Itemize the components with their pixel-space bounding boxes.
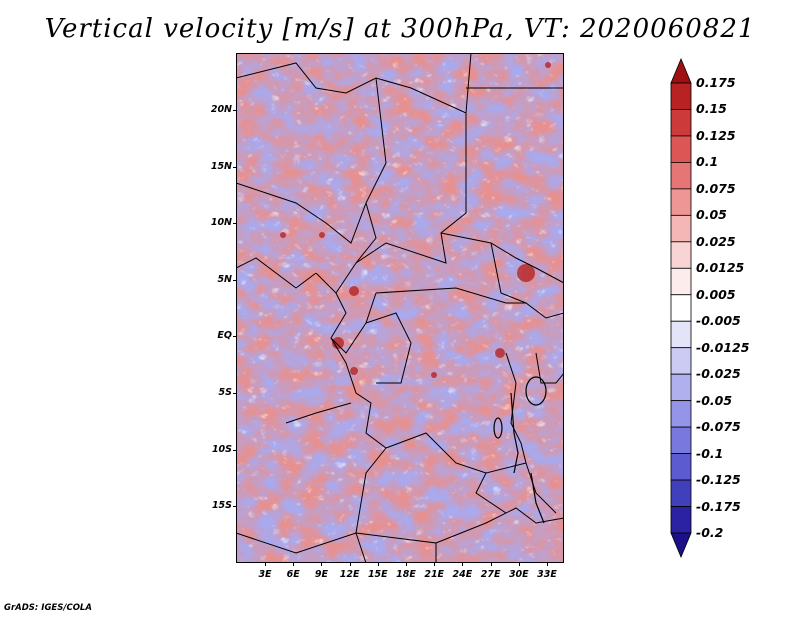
colorbar-label: 0.025 — [696, 233, 736, 249]
lon-tick — [518, 563, 520, 566]
lat-label: 10N — [210, 217, 232, 229]
lon-label: 6E — [286, 569, 300, 580]
colorbar-label: -0.075 — [696, 419, 741, 435]
colorbar-label: -0.175 — [696, 498, 741, 514]
colorbar-label: -0.005 — [696, 313, 741, 329]
colorbar-label: 0.075 — [696, 180, 736, 196]
lon-tick — [349, 563, 351, 566]
colorbar-box — [670, 82, 692, 110]
lon-label: 3E — [258, 569, 272, 580]
colorbar-box — [670, 162, 692, 190]
lat-tick — [233, 279, 236, 281]
lon-tick — [293, 563, 295, 566]
lon-label: 21E — [424, 569, 445, 580]
lon-tick — [547, 563, 548, 566]
colorbar-box — [670, 241, 692, 269]
colorbar-box — [670, 109, 692, 137]
lon-label: 18E — [396, 569, 416, 580]
colorbar-box — [670, 294, 692, 322]
country-borders — [236, 53, 564, 563]
lakes — [493, 376, 547, 524]
grads-credit: GrADS: IGES/COLA — [4, 603, 92, 613]
colorbar-box — [670, 214, 692, 243]
lon-label: 30E — [508, 569, 529, 580]
lat-label: 5N — [217, 273, 232, 285]
lon-label: 33E — [537, 569, 557, 580]
strong-updraft-cells — [280, 62, 551, 378]
colorbar-label: -0.0125 — [696, 339, 750, 355]
lat-label: 15N — [210, 160, 232, 172]
colorbar-label: -0.125 — [696, 472, 741, 488]
colorbar-box — [670, 320, 692, 349]
colorbar-label: 0.0125 — [696, 260, 745, 276]
lon-label: 27E — [480, 569, 501, 580]
lat-tick — [233, 110, 236, 111]
lat-tick — [233, 223, 236, 225]
map-panel — [236, 53, 564, 563]
colorbar-label: 0.05 — [696, 207, 727, 223]
colorbar-label: -0.2 — [696, 525, 724, 540]
colorbar-label: 0.125 — [696, 127, 736, 143]
colorbar-box — [670, 453, 692, 481]
colorbar-box — [670, 426, 692, 454]
colorbar-label: -0.1 — [696, 445, 724, 461]
colorbar-bottom-arrow — [670, 532, 692, 558]
lon-label: 24E — [452, 569, 473, 580]
colorbar-label: 0.1 — [696, 154, 719, 170]
colorbar — [670, 58, 692, 558]
map-frame — [236, 53, 564, 563]
lat-label: EQ — [217, 330, 232, 342]
lat-tick — [233, 449, 236, 451]
colorbar-top-arrow — [670, 58, 692, 84]
lat-label: 15S — [211, 500, 232, 512]
chart-title: Vertical velocity [m/s] at 300hPa, VT: 2… — [44, 14, 756, 44]
lat-tick — [233, 506, 236, 508]
colorbar-box — [670, 267, 692, 296]
lat-tick — [233, 336, 236, 338]
colorbar-box — [670, 135, 692, 163]
lat-label: 5S — [218, 387, 232, 398]
lon-tick — [265, 563, 266, 566]
colorbar-label: 0.005 — [696, 286, 736, 302]
colorbar-box — [670, 347, 692, 375]
lon-label: 12E — [339, 569, 360, 580]
lon-tick — [434, 563, 436, 566]
lon-tick — [321, 563, 323, 566]
noise-streaks — [236, 53, 564, 563]
colorbar-label: 0.175 — [696, 75, 736, 90]
lon-label: 9E — [314, 569, 328, 580]
colorbar-box — [670, 479, 692, 507]
lon-tick — [406, 563, 407, 566]
lat-label: 10S — [211, 443, 232, 455]
colorbar-label: 0.15 — [696, 101, 727, 117]
lon-tick — [377, 563, 379, 566]
colorbar-label: -0.05 — [696, 392, 733, 408]
lat-tick — [233, 166, 236, 168]
colorbar-box — [670, 373, 692, 402]
colorbar-box — [670, 506, 692, 534]
colorbar-box — [670, 400, 692, 428]
velocity-map — [236, 53, 564, 563]
colorbar-box — [670, 188, 692, 216]
lat-tick — [233, 393, 236, 394]
lon-tick — [490, 563, 492, 566]
lon-label: 15E — [367, 569, 388, 580]
colorbar-label: -0.025 — [696, 366, 741, 382]
lon-tick — [462, 563, 464, 566]
lat-label: 20N — [210, 104, 232, 115]
